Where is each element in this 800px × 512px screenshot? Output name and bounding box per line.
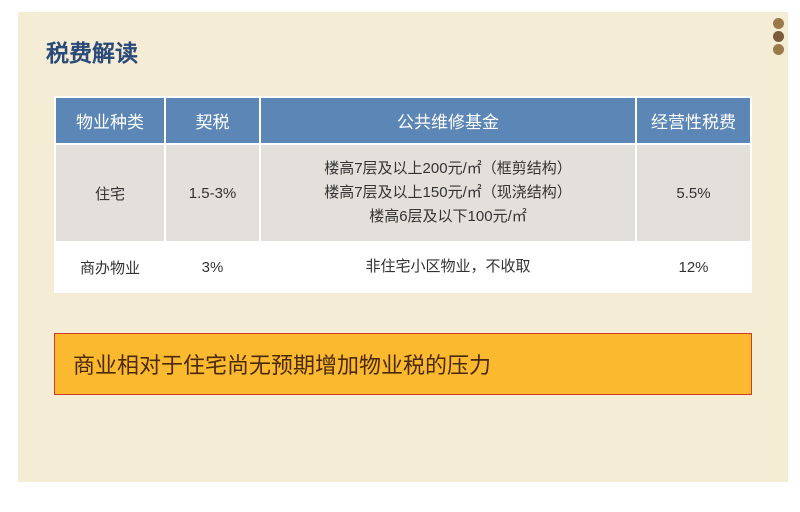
cell-biz: 12% [636, 242, 751, 292]
col-header-type: 物业种类 [55, 97, 165, 144]
cell-type: 住宅 [55, 144, 165, 242]
table-header-row: 物业种类 契税 公共维修基金 经营性税费 [55, 97, 751, 144]
cell-fund: 楼高7层及以上200元/㎡（框剪结构） 楼高7层及以上150元/㎡（现浇结构） … [260, 144, 636, 242]
cell-biz: 5.5% [636, 144, 751, 242]
callout-text: 商业相对于住宅尚无预期增加物业税的压力 [73, 353, 491, 378]
cell-fund: 非住宅小区物业，不收取 [260, 242, 636, 292]
col-header-biz: 经营性税费 [636, 97, 751, 144]
table-row: 商办物业 3% 非住宅小区物业，不收取 12% [55, 242, 751, 292]
tax-table: 物业种类 契税 公共维修基金 经营性税费 住宅 1.5-3% 楼高7层及以上20… [54, 96, 752, 293]
fund-line: 楼高6层及以下100元/㎡ [267, 205, 629, 229]
col-header-fund: 公共维修基金 [260, 97, 636, 144]
slide-title: 税费解读 [18, 12, 788, 68]
cell-type: 商办物业 [55, 242, 165, 292]
fund-line: 楼高7层及以上150元/㎡（现浇结构） [267, 181, 629, 205]
cell-deed: 1.5-3% [165, 144, 260, 242]
callout-box: 商业相对于住宅尚无预期增加物业税的压力 [54, 333, 752, 395]
col-header-deed: 契税 [165, 97, 260, 144]
fund-line: 非住宅小区物业，不收取 [267, 255, 629, 279]
slide-canvas: 税费解读 物业种类 契税 公共维修基金 经营性税费 住宅 1.5-3% 楼高7层… [18, 12, 788, 482]
cell-deed: 3% [165, 242, 260, 292]
corner-logo [773, 16, 784, 57]
table-row: 住宅 1.5-3% 楼高7层及以上200元/㎡（框剪结构） 楼高7层及以上150… [55, 144, 751, 242]
fund-line: 楼高7层及以上200元/㎡（框剪结构） [267, 157, 629, 181]
